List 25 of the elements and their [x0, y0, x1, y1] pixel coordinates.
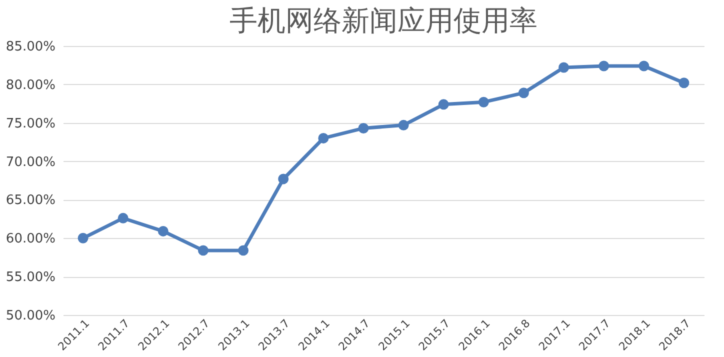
point	[478, 96, 489, 108]
y-tick-label: 70.00%	[6, 154, 56, 170]
point	[518, 88, 529, 98]
point	[238, 245, 249, 256]
point	[558, 62, 570, 73]
point	[398, 120, 409, 130]
y-tick-label: 65.00%	[6, 193, 56, 208]
point	[198, 245, 208, 256]
y-tick-label: 50.00%	[6, 308, 56, 324]
point	[318, 132, 329, 144]
point	[358, 123, 369, 134]
y-tick-label: 80.00%	[6, 78, 56, 93]
y-tick-label: 75.00%	[6, 116, 56, 132]
y-tick-label: 85.00%	[6, 40, 56, 54]
point	[598, 60, 610, 72]
y-tick-label: 60.00%	[6, 232, 56, 247]
point	[158, 226, 168, 236]
point	[638, 60, 650, 72]
point	[78, 232, 88, 244]
y-tick-label: 55.00%	[6, 270, 56, 286]
point	[438, 99, 449, 110]
chart-title: 手机网络新闻应用使用率	[230, 4, 538, 37]
point	[118, 212, 128, 224]
point	[278, 174, 289, 184]
point	[678, 78, 690, 88]
